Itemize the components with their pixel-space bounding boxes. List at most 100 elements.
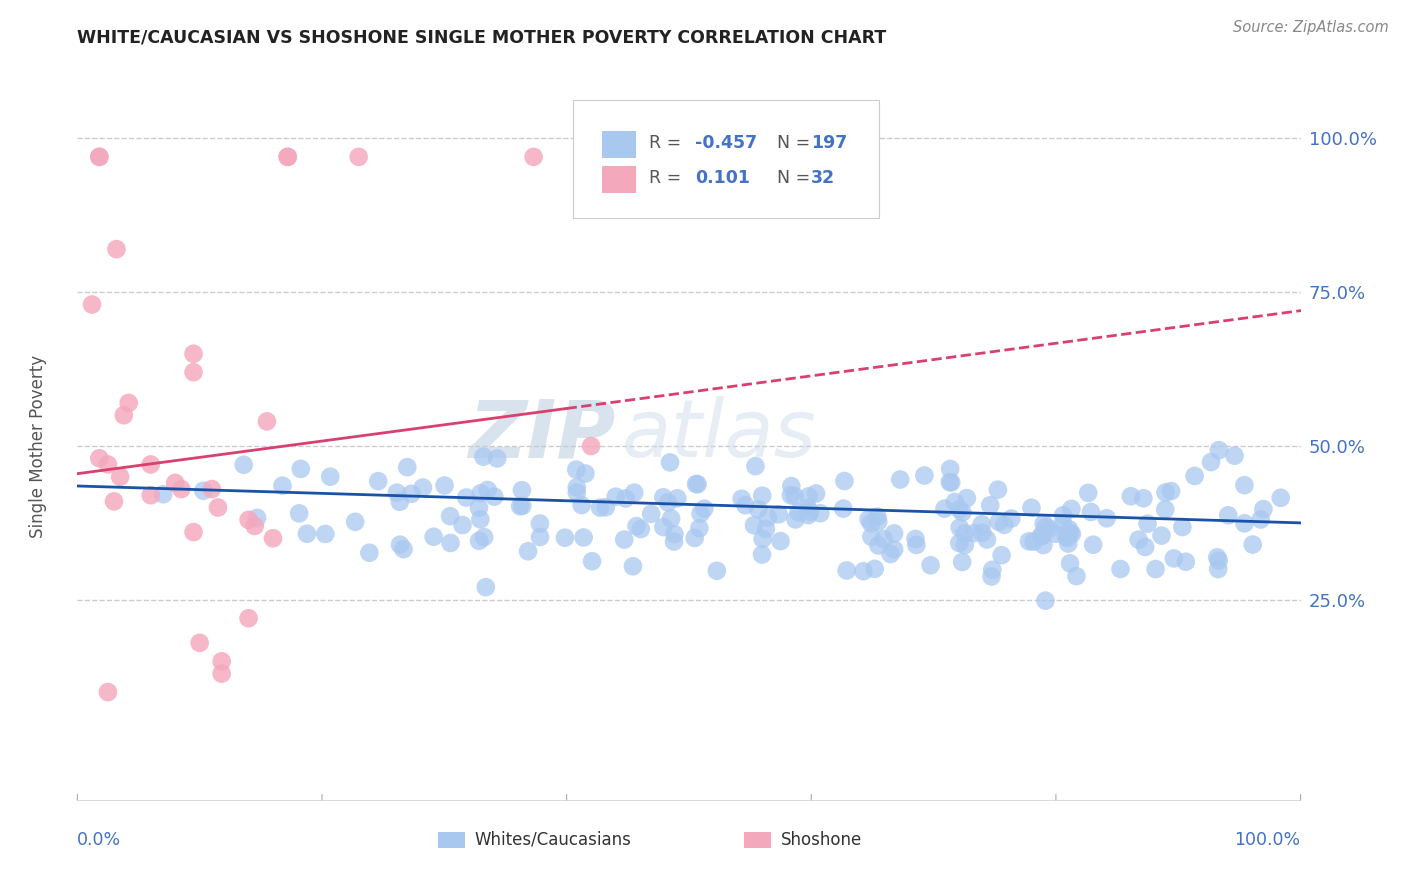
Point — [630, 522, 652, 536]
Point — [976, 533, 998, 547]
Point — [747, 502, 769, 516]
Point — [1253, 502, 1275, 516]
Point — [314, 527, 336, 541]
Point — [685, 477, 707, 491]
Point — [835, 564, 858, 578]
Point — [1038, 522, 1060, 536]
Point — [118, 396, 141, 410]
Point — [183, 365, 205, 379]
Point — [1045, 526, 1067, 541]
Point — [271, 478, 294, 492]
Point — [863, 562, 886, 576]
Point — [1136, 516, 1159, 531]
Text: -0.457: -0.457 — [695, 134, 758, 152]
Point — [1057, 536, 1080, 550]
Point — [613, 533, 636, 547]
Point — [689, 507, 711, 521]
Point — [554, 531, 576, 545]
Point — [288, 507, 311, 521]
Point — [956, 491, 979, 505]
Point — [652, 490, 675, 504]
Point — [468, 500, 491, 515]
Point — [183, 347, 205, 361]
Point — [970, 517, 993, 532]
Text: 32: 32 — [811, 169, 835, 187]
Bar — [744, 832, 770, 847]
Point — [529, 530, 551, 544]
Text: 197: 197 — [811, 134, 848, 152]
Point — [262, 531, 284, 545]
Point — [623, 485, 645, 500]
Point — [769, 534, 792, 549]
Point — [1270, 491, 1292, 505]
Bar — [439, 832, 465, 847]
Point — [1250, 512, 1272, 526]
Point — [1171, 520, 1194, 534]
Point — [1095, 511, 1118, 525]
Point — [832, 501, 855, 516]
Point — [1060, 527, 1083, 541]
Point — [852, 564, 875, 578]
Point — [89, 150, 111, 164]
Point — [799, 505, 821, 519]
Point — [657, 495, 679, 509]
Point — [579, 439, 602, 453]
Point — [980, 569, 1002, 583]
Point — [939, 462, 962, 476]
Point — [1206, 550, 1229, 565]
Point — [686, 477, 709, 491]
Point — [89, 150, 111, 164]
Text: Source: ZipAtlas.com: Source: ZipAtlas.com — [1233, 20, 1389, 35]
Point — [1080, 505, 1102, 519]
Point — [904, 532, 927, 546]
Point — [238, 611, 260, 625]
Point — [470, 512, 492, 526]
Point — [734, 498, 756, 512]
Point — [872, 532, 894, 546]
Text: Single Mother Poverty: Single Mother Poverty — [30, 354, 48, 538]
Point — [165, 475, 187, 490]
Point — [290, 462, 312, 476]
Text: N =: N = — [766, 134, 815, 152]
Point — [972, 525, 994, 540]
Point — [796, 500, 818, 515]
Point — [751, 548, 773, 562]
Point — [589, 500, 612, 515]
Point — [97, 458, 120, 472]
Point — [941, 475, 963, 490]
Point — [574, 467, 596, 481]
Point — [1035, 520, 1057, 534]
Point — [139, 458, 162, 472]
Point — [950, 555, 973, 569]
Point — [981, 563, 1004, 577]
Point — [347, 150, 370, 164]
Point — [662, 534, 685, 549]
Point — [108, 469, 131, 483]
Point — [1174, 555, 1197, 569]
Point — [509, 499, 531, 513]
Point — [1119, 489, 1142, 503]
Point — [868, 539, 890, 553]
Point — [472, 530, 495, 544]
Point — [451, 518, 474, 533]
Point — [779, 488, 801, 502]
Point — [1154, 485, 1177, 500]
Point — [860, 530, 883, 544]
Point — [475, 580, 498, 594]
Point — [1054, 529, 1077, 543]
Point — [783, 489, 806, 503]
Point — [359, 546, 381, 560]
Point — [860, 516, 883, 531]
Point — [834, 474, 856, 488]
Point — [477, 483, 499, 497]
Point — [1022, 534, 1045, 549]
Point — [389, 538, 412, 552]
Point — [517, 544, 540, 558]
Point — [949, 520, 972, 534]
Point — [688, 521, 710, 535]
Point — [238, 513, 260, 527]
Point — [472, 450, 495, 464]
Point — [1154, 502, 1177, 516]
Point — [866, 509, 889, 524]
Point — [787, 505, 810, 519]
